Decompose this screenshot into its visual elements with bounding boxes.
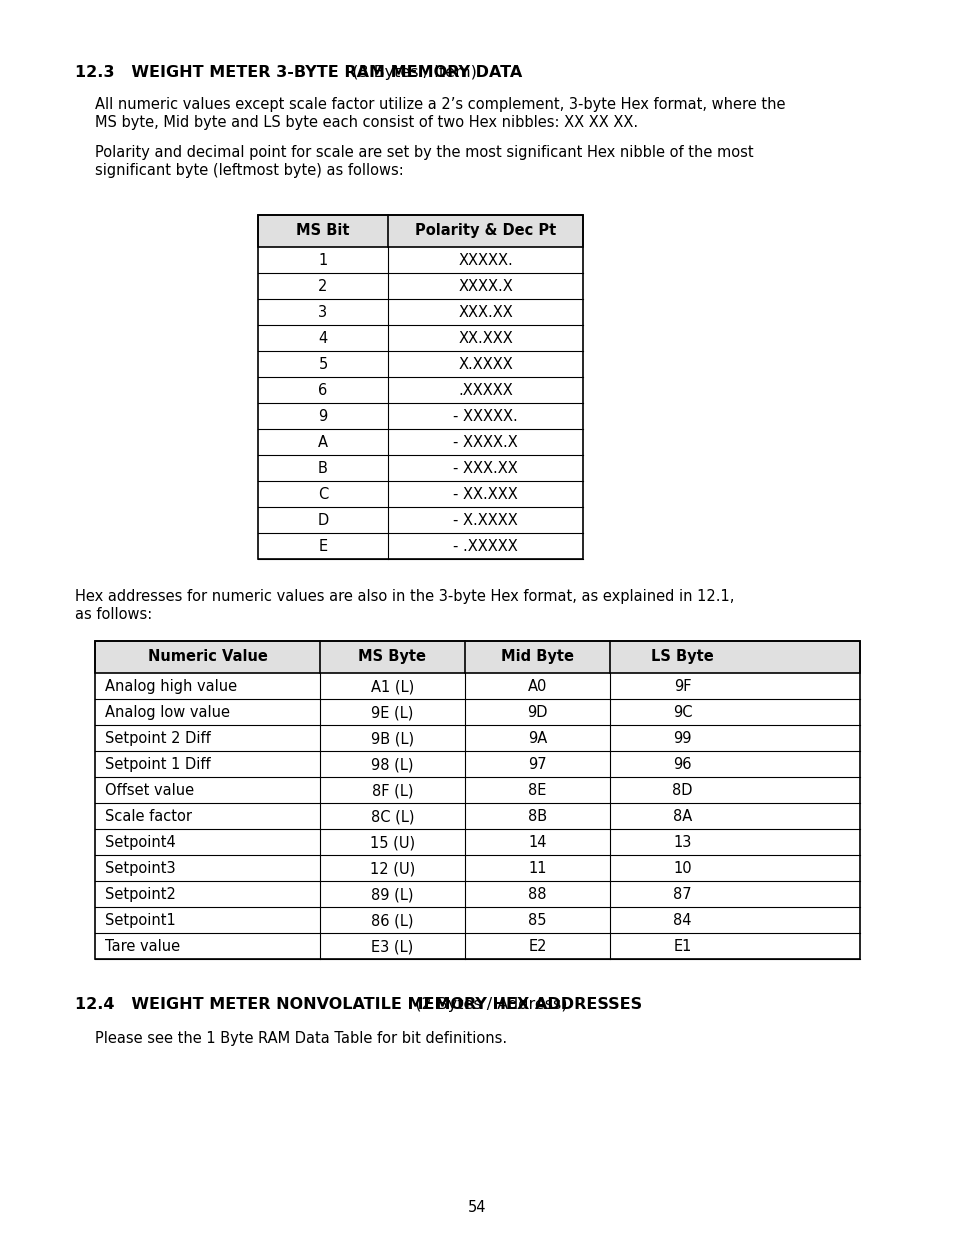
Text: - XXXXX.: - XXXXX.: [453, 409, 517, 424]
Text: 9: 9: [318, 409, 327, 424]
Text: 9D: 9D: [527, 705, 547, 720]
Text: 99: 99: [673, 731, 691, 746]
Text: A: A: [317, 435, 328, 450]
Text: 13: 13: [673, 835, 691, 850]
Text: 86 (L): 86 (L): [371, 913, 414, 927]
Text: 10: 10: [673, 861, 691, 876]
Text: 8C (L): 8C (L): [371, 809, 414, 824]
Text: Setpoint1: Setpoint1: [105, 913, 175, 927]
Text: 3: 3: [318, 305, 327, 320]
Text: 96: 96: [673, 757, 691, 772]
Text: Offset value: Offset value: [105, 783, 193, 798]
Text: 8B: 8B: [527, 809, 546, 824]
Text: 6: 6: [318, 383, 327, 398]
Text: Numeric Value: Numeric Value: [148, 650, 267, 664]
Text: 88: 88: [528, 887, 546, 902]
Text: A1 (L): A1 (L): [371, 679, 414, 694]
Text: XXX.XX: XXX.XX: [457, 305, 513, 320]
Bar: [95, 641, 859, 960]
Text: XXXXX.: XXXXX.: [457, 253, 513, 268]
Text: E: E: [318, 538, 327, 555]
Text: Polarity and decimal point for scale are set by the most significant Hex nibble : Polarity and decimal point for scale are…: [95, 144, 753, 161]
Text: 9A: 9A: [527, 731, 547, 746]
Text: A0: A0: [527, 679, 547, 694]
Text: 2: 2: [318, 279, 327, 294]
Text: XX.XXX: XX.XXX: [457, 331, 513, 346]
Text: 5: 5: [318, 357, 327, 372]
Text: 8D: 8D: [672, 783, 692, 798]
Text: 9E (L): 9E (L): [371, 705, 414, 720]
Text: 8F (L): 8F (L): [372, 783, 413, 798]
Text: LS Byte: LS Byte: [651, 650, 713, 664]
Text: - X.XXXX: - X.XXXX: [453, 513, 517, 529]
Text: Scale factor: Scale factor: [105, 809, 192, 824]
Text: - XXXX.X: - XXXX.X: [453, 435, 517, 450]
Text: .XXXXX: .XXXXX: [457, 383, 513, 398]
Text: 85: 85: [528, 913, 546, 927]
Text: 9F: 9F: [673, 679, 691, 694]
Text: - XX.XXX: - XX.XXX: [453, 487, 517, 501]
Text: (2 Bytes / Address): (2 Bytes / Address): [405, 997, 567, 1011]
Text: Setpoint 2 Diff: Setpoint 2 Diff: [105, 731, 211, 746]
Bar: [257, 215, 582, 559]
Text: MS byte, Mid byte and LS byte each consist of two Hex nibbles: XX XX XX.: MS byte, Mid byte and LS byte each consi…: [95, 115, 638, 130]
Text: 4: 4: [318, 331, 327, 346]
Text: (3 Bytes / Item): (3 Bytes / Item): [341, 65, 476, 80]
Text: 1: 1: [318, 253, 327, 268]
Text: Setpoint3: Setpoint3: [105, 861, 175, 876]
Text: significant byte (leftmost byte) as follows:: significant byte (leftmost byte) as foll…: [95, 163, 403, 178]
Text: 54: 54: [467, 1200, 486, 1215]
Text: as follows:: as follows:: [75, 606, 152, 622]
Text: 87: 87: [673, 887, 691, 902]
Text: - .XXXXX: - .XXXXX: [453, 538, 517, 555]
Text: 8A: 8A: [672, 809, 691, 824]
Text: Setpoint4: Setpoint4: [105, 835, 175, 850]
Text: Polarity & Dec Pt: Polarity & Dec Pt: [415, 224, 556, 238]
Text: MS Bit: MS Bit: [296, 224, 350, 238]
Text: All numeric values except scale factor utilize a 2’s complement, 3-byte Hex form: All numeric values except scale factor u…: [95, 98, 784, 112]
Text: 9C: 9C: [672, 705, 692, 720]
Text: 8E: 8E: [528, 783, 546, 798]
Text: Tare value: Tare value: [105, 939, 180, 953]
Text: Analog low value: Analog low value: [105, 705, 230, 720]
Text: 12 (U): 12 (U): [370, 861, 415, 876]
Text: - XXX.XX: - XXX.XX: [453, 461, 517, 475]
Text: 89 (L): 89 (L): [371, 887, 414, 902]
Text: B: B: [317, 461, 328, 475]
Text: X.XXXX: X.XXXX: [457, 357, 513, 372]
Text: 15 (U): 15 (U): [370, 835, 415, 850]
Text: D: D: [317, 513, 328, 529]
Text: 9B (L): 9B (L): [371, 731, 414, 746]
Bar: [95, 641, 859, 673]
Text: 84: 84: [673, 913, 691, 927]
Bar: [257, 215, 582, 247]
Text: Analog high value: Analog high value: [105, 679, 237, 694]
Text: 11: 11: [528, 861, 546, 876]
Text: Setpoint 1 Diff: Setpoint 1 Diff: [105, 757, 211, 772]
Text: 14: 14: [528, 835, 546, 850]
Text: E1: E1: [673, 939, 691, 953]
Text: 12.3   WEIGHT METER 3-BYTE RAM MEMORY DATA: 12.3 WEIGHT METER 3-BYTE RAM MEMORY DATA: [75, 65, 521, 80]
Text: 97: 97: [528, 757, 546, 772]
Text: Setpoint2: Setpoint2: [105, 887, 175, 902]
Text: E2: E2: [528, 939, 546, 953]
Text: XXXX.X: XXXX.X: [457, 279, 513, 294]
Text: MS Byte: MS Byte: [358, 650, 426, 664]
Text: Hex addresses for numeric values are also in the 3-byte Hex format, as explained: Hex addresses for numeric values are als…: [75, 589, 734, 604]
Text: 98 (L): 98 (L): [371, 757, 414, 772]
Text: Please see the 1 Byte RAM Data Table for bit definitions.: Please see the 1 Byte RAM Data Table for…: [95, 1031, 507, 1046]
Text: 12.4   WEIGHT METER NONVOLATILE MEMORY HEX ADDRESSES: 12.4 WEIGHT METER NONVOLATILE MEMORY HEX…: [75, 997, 641, 1011]
Text: E3 (L): E3 (L): [371, 939, 414, 953]
Text: Mid Byte: Mid Byte: [500, 650, 574, 664]
Text: C: C: [317, 487, 328, 501]
